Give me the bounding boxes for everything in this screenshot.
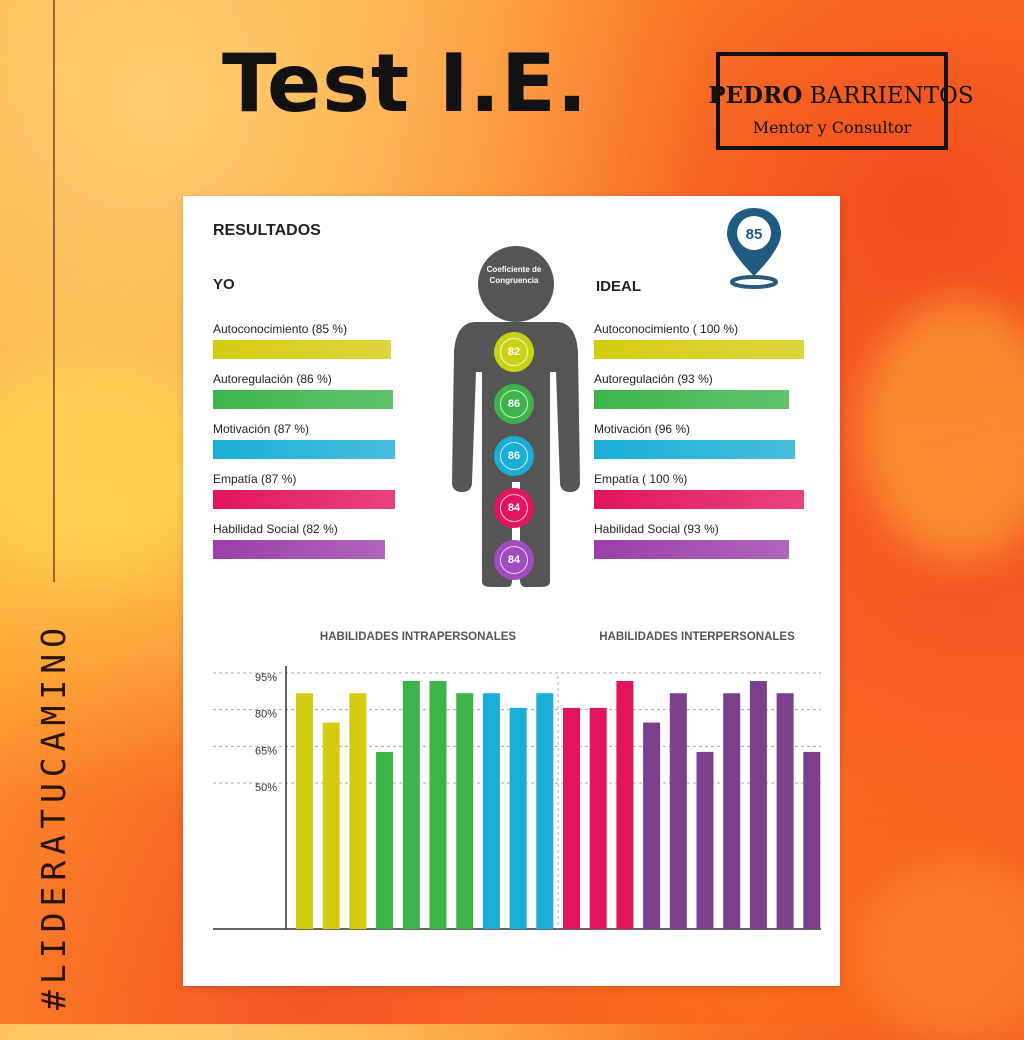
bar-label: Autoconocimiento (85 %) bbox=[213, 322, 348, 336]
bar-label: Motivación (96 %) bbox=[594, 422, 691, 436]
pin-score: 85 bbox=[746, 226, 763, 243]
chart-bar bbox=[803, 751, 821, 929]
results-card: RESULTADOS 85 YO IDEAL Autoconocimiento … bbox=[183, 196, 840, 986]
chart-bar bbox=[509, 707, 527, 929]
bar-label: Autoregulación (86 %) bbox=[213, 372, 332, 386]
chart-bar bbox=[589, 707, 607, 929]
yo-heading: YO bbox=[213, 276, 235, 293]
score-circle: 86 bbox=[494, 384, 534, 424]
chart-bar bbox=[482, 693, 500, 929]
brand-last-name: BARRIENTOS bbox=[809, 83, 974, 109]
score-bar bbox=[213, 440, 395, 459]
chart-bar bbox=[776, 693, 794, 929]
chart-bar bbox=[429, 681, 447, 929]
group-title: HABILIDADES INTERPERSONALES bbox=[599, 631, 795, 643]
brand-first-name: PEDRO bbox=[708, 82, 803, 109]
y-tick-label: 50% bbox=[255, 782, 277, 794]
chart-bar bbox=[349, 693, 367, 929]
score-bar bbox=[213, 340, 391, 359]
y-tick-label: 80% bbox=[255, 709, 277, 721]
bar-label: Habilidad Social (93 %) bbox=[594, 522, 719, 536]
score-bar bbox=[213, 390, 393, 409]
chart-bar bbox=[723, 693, 741, 929]
bar-label: Empatía (87 %) bbox=[213, 472, 297, 486]
chart-bar bbox=[669, 693, 687, 929]
score-bar bbox=[594, 340, 804, 359]
background-splash bbox=[860, 300, 1024, 560]
bar-label: Motivación (87 %) bbox=[213, 422, 310, 436]
chart-bar bbox=[563, 707, 580, 929]
ideal-heading: IDEAL bbox=[596, 278, 641, 295]
score-bar bbox=[594, 390, 789, 409]
background-splash bbox=[860, 860, 1024, 1040]
bar-label: Empatía ( 100 %) bbox=[594, 472, 688, 486]
score-circle: 84 bbox=[494, 540, 534, 580]
score-bar bbox=[594, 540, 789, 559]
chart-bar bbox=[322, 722, 340, 929]
score-bar bbox=[594, 490, 804, 509]
chart-bar bbox=[296, 693, 313, 929]
page-title: Test I.E. bbox=[222, 37, 589, 130]
brand-subtitle: Mentor y Consultor bbox=[752, 118, 912, 137]
location-pin-icon: 85 bbox=[727, 208, 781, 289]
score-circle: 86 bbox=[494, 436, 534, 476]
chart-bar bbox=[402, 681, 420, 929]
y-tick-label: 95% bbox=[255, 672, 277, 684]
score-bar bbox=[213, 540, 385, 559]
chart-bar bbox=[456, 693, 474, 929]
bar-label: Autoconocimiento ( 100 %) bbox=[594, 322, 739, 336]
brand-name: PEDRO BARRIENTOS bbox=[700, 82, 982, 109]
silhouette-title: Coeficiente de Congruencia bbox=[486, 265, 542, 285]
group-title: HABILIDADES INTRAPERSONALES bbox=[320, 631, 516, 643]
results-heading: RESULTADOS bbox=[213, 222, 321, 239]
score-bar bbox=[594, 440, 795, 459]
score-circle: 84 bbox=[494, 488, 534, 528]
chart-bar bbox=[749, 681, 767, 929]
y-tick-label: 65% bbox=[255, 745, 277, 757]
score-circle: 82 bbox=[494, 332, 534, 372]
chart-bar bbox=[616, 681, 634, 929]
hashtag-label: #LIDERATUCAMINO bbox=[34, 621, 73, 1010]
side-divider bbox=[53, 0, 55, 582]
chart-bar bbox=[536, 693, 554, 929]
score-bar bbox=[213, 490, 395, 509]
skills-bar-chart: HABILIDADES INTRAPERSONALES HABILIDADES I… bbox=[213, 631, 821, 930]
bar-label: Habilidad Social (82 %) bbox=[213, 522, 338, 536]
chart-bar bbox=[376, 751, 394, 929]
brand-frame bbox=[716, 52, 948, 150]
chart-bar bbox=[643, 722, 661, 929]
chart-bar bbox=[696, 751, 714, 929]
bar-label: Autoregulación (93 %) bbox=[594, 372, 713, 386]
